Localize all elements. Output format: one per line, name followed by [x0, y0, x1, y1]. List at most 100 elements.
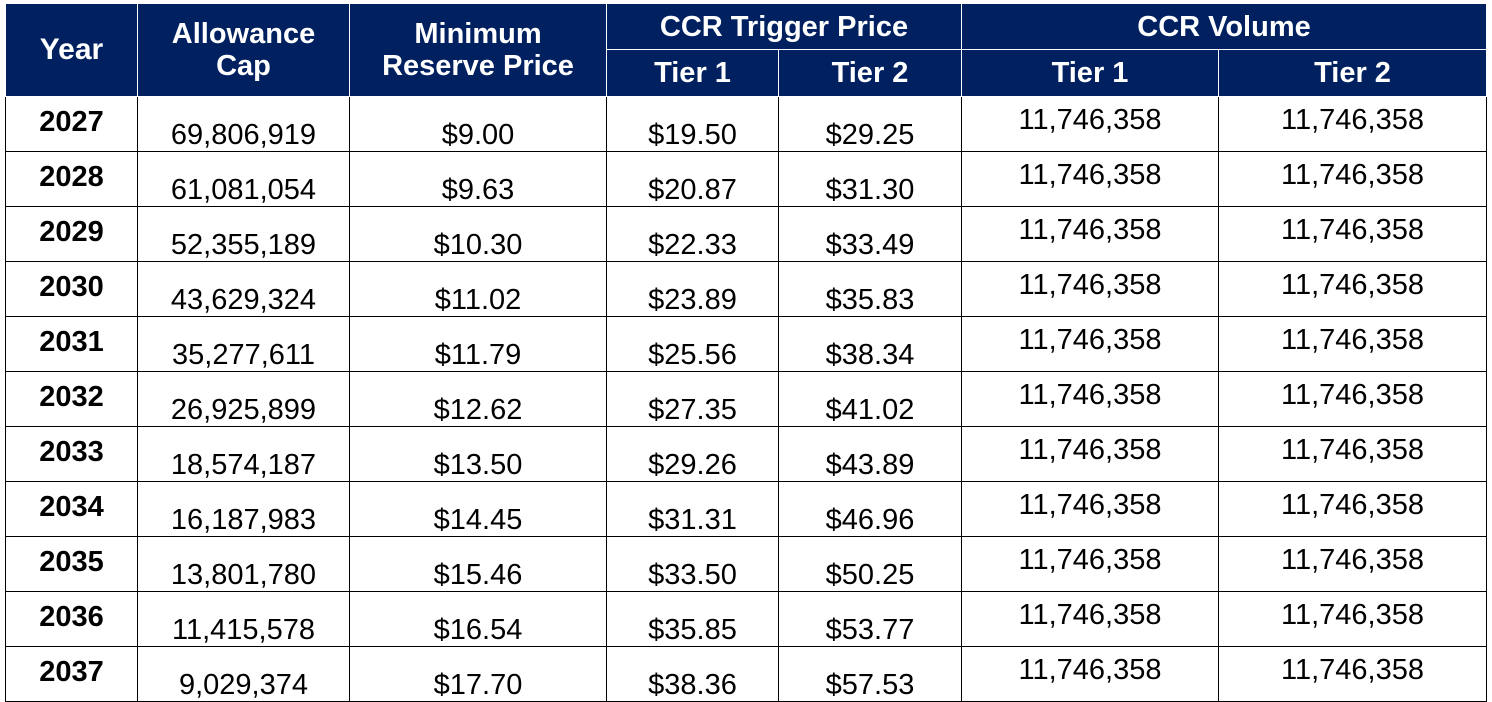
table-row: 2027 69,806,919 $9.00 $19.50 $29.25 11,746,35… — [5, 96, 1488, 152]
volume-tier2-cell: 11,746,358 — [1217, 206, 1488, 262]
minimum-reserve-price-cell: $11.02 — [349, 261, 607, 317]
allowance-cap-cell: 35,277,611 — [137, 316, 350, 372]
table-row: 2032 26,925,899 $12.62 $27.35 $41.02 11,746,3… — [5, 371, 1488, 427]
minimum-reserve-price-cell: $12.62 — [349, 371, 607, 427]
allowance-cap-cell: 13,801,780 — [137, 536, 350, 592]
minimum-reserve-price-cell: $16.54 — [349, 591, 607, 647]
volume-tier1-cell: 11,746,358 — [961, 536, 1219, 592]
allowance-cap-header: Allowance Cap — [137, 3, 350, 97]
volume-tier2-cell: 11,746,358 — [1217, 371, 1488, 427]
allowance-table: Year Allowance Cap Minimum Reserve Price… — [5, 3, 1488, 702]
allowance-cap-cell: 61,081,054 — [137, 151, 350, 207]
table-row: 2030 43,629,324 $11.02 $23.89 $35.83 11,746,3… — [5, 261, 1488, 317]
allowance-cap-cell: 18,574,187 — [137, 426, 350, 482]
year-cell: 2032 — [5, 371, 138, 427]
minimum-reserve-price-cell: $14.45 — [349, 481, 607, 537]
trigger-tier2-cell: $43.89 — [778, 426, 962, 482]
trigger-tier1-cell: $22.33 — [606, 206, 779, 262]
table-body: 2027 69,806,919 $9.00 $19.50 $29.25 11,746,35… — [5, 96, 1488, 702]
table-row: 2033 18,574,187 $13.50 $29.26 $43.89 11,746,3… — [5, 426, 1488, 482]
year-cell: 2030 — [5, 261, 138, 317]
allowance-cap-cell: 26,925,899 — [137, 371, 350, 427]
allowance-cap-header-line2: Cap — [216, 50, 271, 82]
table-row: 2034 16,187,983 $14.45 $31.31 $46.96 11,746,3… — [5, 481, 1488, 537]
trigger-tier2-cell: $50.25 — [778, 536, 962, 592]
volume-tier1-cell: 11,746,358 — [961, 591, 1219, 647]
volume-tier2-cell: 11,746,358 — [1217, 536, 1488, 592]
allowance-cap-header-line1: Allowance — [171, 18, 316, 50]
volume-tier2-cell: 11,746,358 — [1217, 646, 1488, 702]
allowance-cap-cell: 69,806,919 — [137, 96, 350, 152]
minimum-reserve-price-cell: $9.63 — [349, 151, 607, 207]
trigger-tier1-cell: $31.31 — [606, 481, 779, 537]
trigger-tier1-cell: $38.36 — [606, 646, 779, 702]
trigger-tier2-cell: $29.25 — [778, 96, 962, 152]
allowance-cap-cell: 9,029,374 — [137, 646, 350, 702]
year-cell: 2027 — [5, 96, 138, 152]
trigger-tier2-cell: $57.53 — [778, 646, 962, 702]
ccr-trigger-price-header: CCR Trigger Price — [606, 3, 962, 50]
minimum-reserve-price-cell: $13.50 — [349, 426, 607, 482]
volume-tier1-cell: 11,746,358 — [961, 371, 1219, 427]
trigger-tier1-cell: $19.50 — [606, 96, 779, 152]
trigger-tier1-cell: $35.85 — [606, 591, 779, 647]
allowance-cap-cell: 11,415,578 — [137, 591, 350, 647]
trigger-tier1-header: Tier 1 — [606, 49, 779, 97]
volume-tier2-cell: 11,746,358 — [1217, 96, 1488, 152]
minimum-reserve-price-cell: $9.00 — [349, 96, 607, 152]
volume-tier1-cell: 11,746,358 — [961, 426, 1219, 482]
year-cell: 2036 — [5, 591, 138, 647]
trigger-tier1-cell: $29.26 — [606, 426, 779, 482]
minimum-reserve-price-cell: $10.30 — [349, 206, 607, 262]
minimum-reserve-price-cell: $17.70 — [349, 646, 607, 702]
volume-tier2-cell: 11,746,358 — [1217, 481, 1488, 537]
minimum-reserve-price-cell: $11.79 — [349, 316, 607, 372]
table-row: 2036 11,415,578 $16.54 $35.85 $53.77 11,746,3… — [5, 591, 1488, 647]
table-header: Year Allowance Cap Minimum Reserve Price… — [5, 3, 1488, 97]
trigger-tier1-cell: $20.87 — [606, 151, 779, 207]
trigger-tier2-cell: $38.34 — [778, 316, 962, 372]
volume-tier2-header: Tier 2 — [1217, 49, 1488, 97]
minimum-reserve-price-header: Minimum Reserve Price — [349, 3, 607, 97]
volume-tier2-cell: 11,746,358 — [1217, 426, 1488, 482]
minimum-reserve-price-cell: $15.46 — [349, 536, 607, 592]
trigger-tier1-cell: $23.89 — [606, 261, 779, 317]
trigger-tier1-cell: $33.50 — [606, 536, 779, 592]
table-row: 2037 9,029,374 $17.70 $38.36 $57.53 11,746,35… — [5, 646, 1488, 702]
allowance-cap-cell: 43,629,324 — [137, 261, 350, 317]
year-header: Year — [5, 3, 138, 97]
trigger-tier1-cell: $27.35 — [606, 371, 779, 427]
volume-tier1-header: Tier 1 — [961, 49, 1219, 97]
volume-tier1-cell: 11,746,358 — [961, 206, 1219, 262]
trigger-tier2-cell: $46.96 — [778, 481, 962, 537]
year-cell: 2029 — [5, 206, 138, 262]
trigger-tier2-cell: $41.02 — [778, 371, 962, 427]
volume-tier2-cell: 11,746,358 — [1217, 591, 1488, 647]
volume-tier1-cell: 11,746,358 — [961, 96, 1219, 152]
allowance-cap-cell: 16,187,983 — [137, 481, 350, 537]
minimum-reserve-price-header-line1: Minimum — [414, 18, 542, 50]
year-cell: 2034 — [5, 481, 138, 537]
minimum-reserve-price-header-line2: Reserve Price — [382, 50, 574, 82]
table-row: 2029 52,355,189 $10.30 $22.33 $33.49 11,746,3… — [5, 206, 1488, 262]
year-cell: 2033 — [5, 426, 138, 482]
year-cell: 2035 — [5, 536, 138, 592]
table-row: 2028 61,081,054 $9.63 $20.87 $31.30 11,746,35… — [5, 151, 1488, 207]
trigger-tier2-cell: $31.30 — [778, 151, 962, 207]
volume-tier1-cell: 11,746,358 — [961, 261, 1219, 317]
trigger-tier2-cell: $33.49 — [778, 206, 962, 262]
trigger-tier2-cell: $53.77 — [778, 591, 962, 647]
trigger-tier1-cell: $25.56 — [606, 316, 779, 372]
year-cell: 2037 — [5, 646, 138, 702]
volume-tier1-cell: 11,746,358 — [961, 316, 1219, 372]
year-cell: 2031 — [5, 316, 138, 372]
table-row: 2035 13,801,780 $15.46 $33.50 $50.25 11,746,3… — [5, 536, 1488, 592]
volume-tier1-cell: 11,746,358 — [961, 481, 1219, 537]
volume-tier2-cell: 11,746,358 — [1217, 151, 1488, 207]
trigger-tier2-header: Tier 2 — [778, 49, 962, 97]
ccr-volume-header: CCR Volume — [960, 3, 1488, 50]
volume-tier1-cell: 11,746,358 — [961, 151, 1219, 207]
volume-tier2-cell: 11,746,358 — [1217, 261, 1488, 317]
volume-tier2-cell: 11,746,358 — [1217, 316, 1488, 372]
table-row: 2031 35,277,611 $11.79 $25.56 $38.34 11,746,3… — [5, 316, 1488, 372]
